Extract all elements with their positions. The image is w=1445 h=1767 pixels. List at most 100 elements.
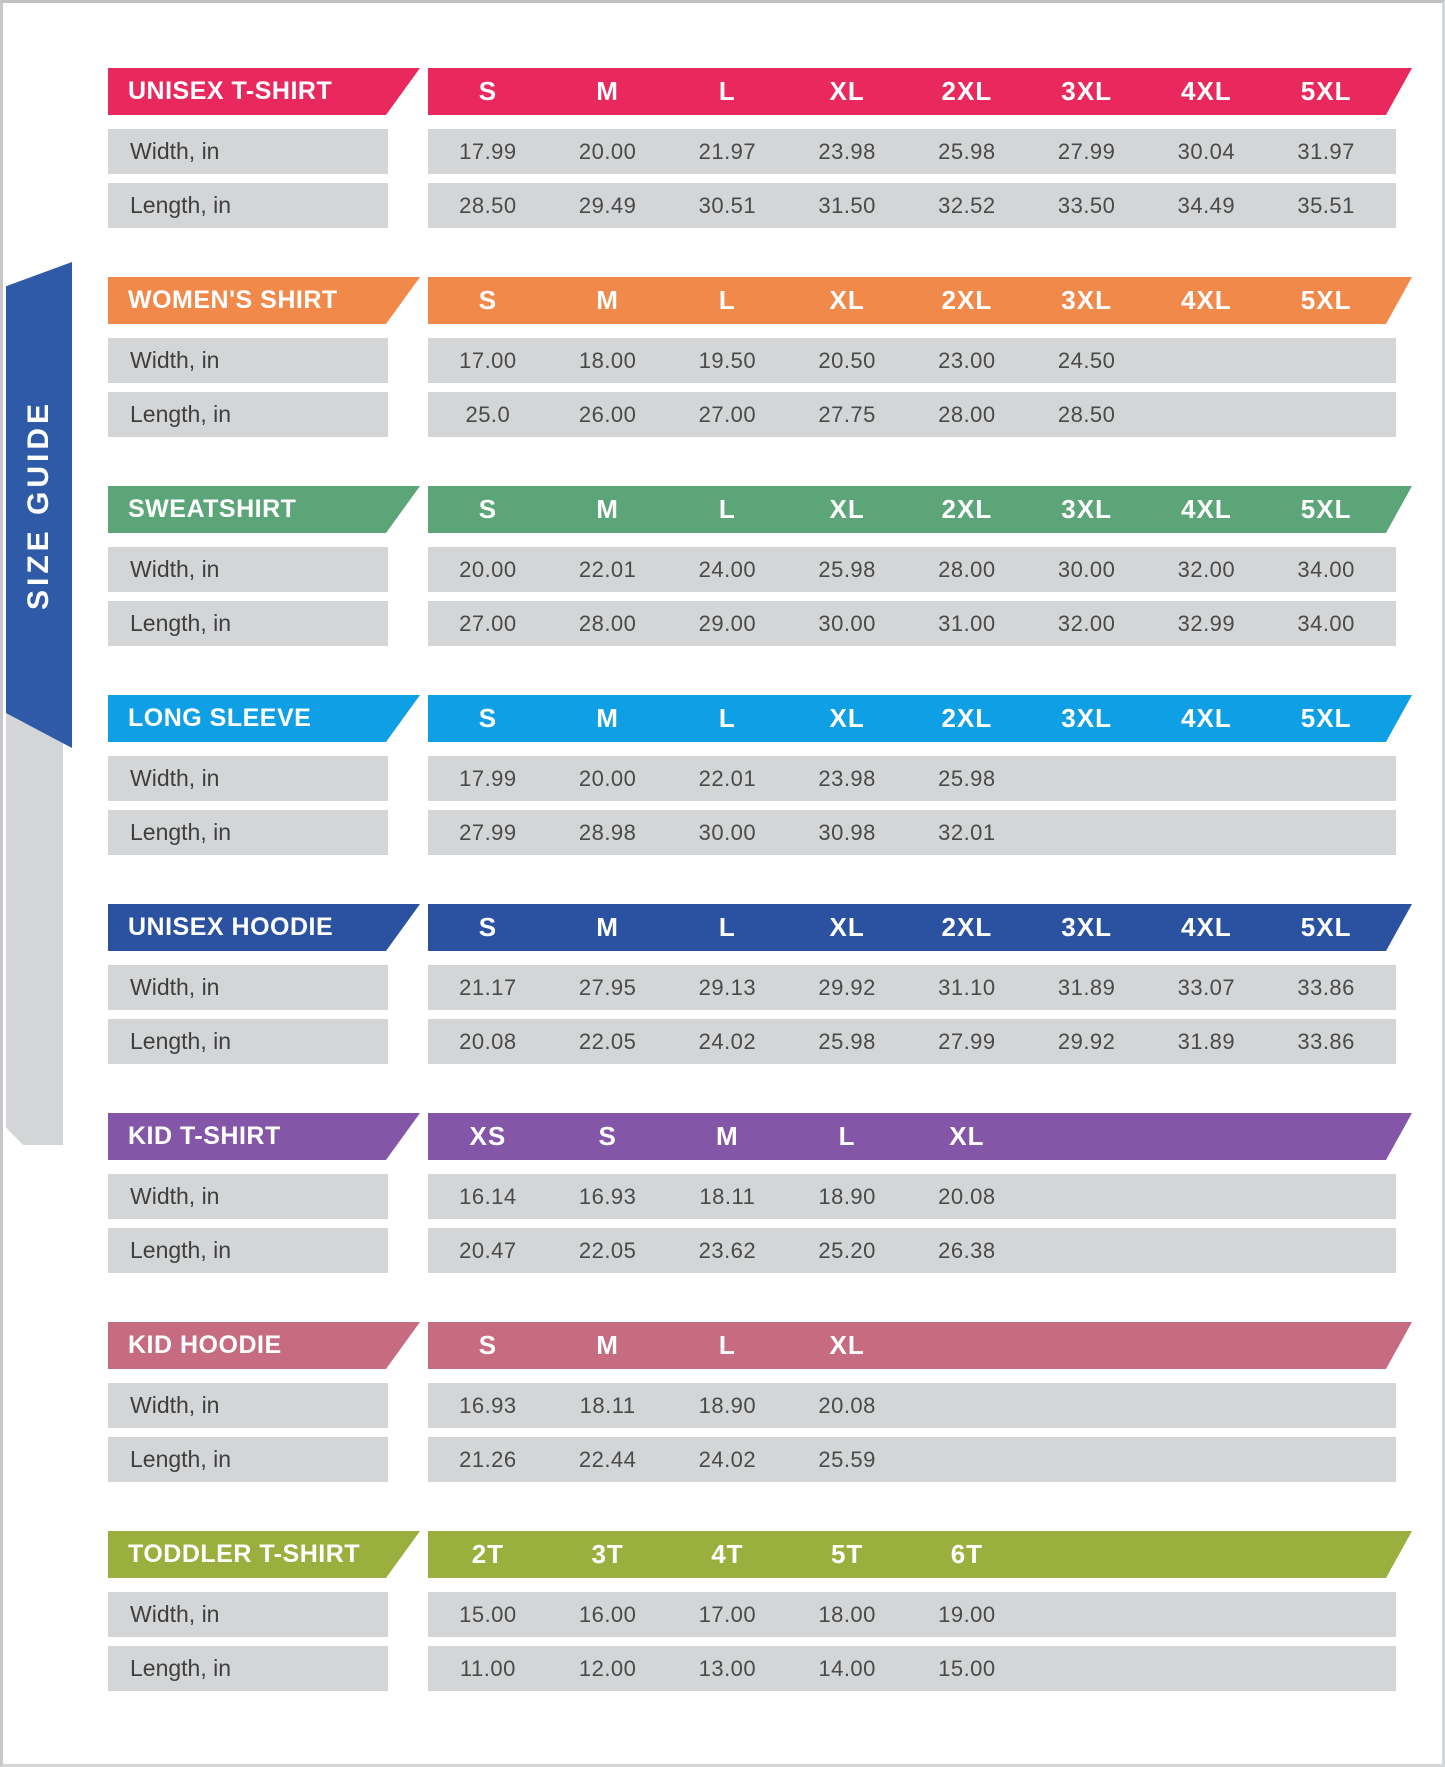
row-label: Width, in bbox=[130, 138, 220, 164]
size-value: 28.00 bbox=[578, 610, 637, 636]
column-header-2xl: 2XL bbox=[941, 285, 993, 315]
column-header-m: M bbox=[596, 1330, 619, 1360]
size-value: 27.00 bbox=[698, 401, 757, 427]
column-header-6t: 6T bbox=[950, 1539, 984, 1569]
table-header-row: KID T-SHIRT XS S M L XL bbox=[108, 1113, 1420, 1160]
size-value: 18.00 bbox=[578, 347, 637, 373]
table-header-row: WOMEN'S SHIRT S M L XL 2XL 3XL 4XL 5XL bbox=[108, 277, 1420, 324]
column-header-3xl: 3XL bbox=[1061, 494, 1112, 524]
size-value: 19.00 bbox=[938, 1601, 996, 1627]
size-value: 32.00 bbox=[1177, 556, 1236, 582]
column-header-l: L bbox=[718, 1330, 736, 1360]
row-label: Width, in bbox=[130, 1392, 220, 1418]
row-values: 21.17 27.95 29.13 29.92 31.10 31.89 33.07 33.86 bbox=[428, 965, 1396, 1010]
column-header-xl: XL bbox=[829, 703, 865, 733]
row-values: 16.14 16.93 18.11 18.90 20.08 bbox=[428, 1174, 1396, 1219]
row-label: Width, in bbox=[130, 974, 220, 1000]
column-header-5xl: 5XL bbox=[1300, 76, 1352, 106]
size-value: 27.99 bbox=[1057, 138, 1116, 164]
width-row: Width, in 17.99 20.00 22.01 23.98 25.98 bbox=[108, 756, 1420, 801]
size-value: 19.50 bbox=[698, 347, 757, 373]
size-value: 24.02 bbox=[698, 1028, 757, 1054]
length-row: Length, in 11.00 12.00 13.00 14.00 15.00 bbox=[108, 1646, 1420, 1691]
size-columns-banner: S M L XL 2XL 3XL 4XL 5XL bbox=[428, 904, 1412, 951]
size-value: 16.93 bbox=[459, 1392, 517, 1418]
row-label: Width, in bbox=[130, 1183, 220, 1209]
size-value: 22.01 bbox=[578, 556, 637, 582]
product-name-banner: WOMEN'S SHIRT bbox=[108, 277, 420, 324]
column-header-xs: XS bbox=[469, 1121, 507, 1151]
column-header-4xl: 4XL bbox=[1181, 285, 1232, 315]
column-header-xl: XL bbox=[829, 494, 865, 524]
row-label-cell: Width, in bbox=[108, 547, 388, 592]
length-row: Length, in 21.26 22.44 24.02 25.59 bbox=[108, 1437, 1420, 1482]
row-label: Width, in bbox=[130, 1601, 220, 1627]
size-value: 18.90 bbox=[698, 1392, 757, 1418]
row-values: 27.00 28.00 29.00 30.00 31.00 32.00 32.99 34.00 bbox=[428, 601, 1396, 646]
size-value: 23.98 bbox=[818, 138, 876, 164]
size-value: 30.00 bbox=[698, 819, 757, 845]
size-value: 12.00 bbox=[578, 1655, 637, 1681]
size-value: 33.86 bbox=[1297, 974, 1355, 1000]
size-value: 29.92 bbox=[1057, 1028, 1116, 1054]
size-value: 17.00 bbox=[698, 1601, 757, 1627]
size-value: 23.62 bbox=[698, 1237, 757, 1263]
size-value: 25.98 bbox=[938, 138, 996, 164]
size-columns-banner: S M L XL 2XL 3XL 4XL 5XL bbox=[428, 277, 1412, 324]
product-name: KID HOODIE bbox=[128, 1331, 282, 1359]
product-name-banner: UNISEX T-SHIRT bbox=[108, 68, 420, 115]
size-value: 28.50 bbox=[1057, 401, 1116, 427]
column-header-l: L bbox=[718, 703, 736, 733]
row-values: 28.50 29.49 30.51 31.50 32.52 33.50 34.49 35.51 bbox=[428, 183, 1396, 228]
size-value: 25.98 bbox=[938, 765, 996, 791]
size-value: 29.00 bbox=[698, 610, 757, 636]
size-value: 20.08 bbox=[459, 1028, 517, 1054]
size-value: 18.00 bbox=[818, 1601, 876, 1627]
size-columns-banner: S M L XL bbox=[428, 1322, 1412, 1369]
column-header-5xl: 5XL bbox=[1300, 285, 1352, 315]
size-value: 28.98 bbox=[578, 819, 637, 845]
product-name: KID T-SHIRT bbox=[128, 1122, 281, 1150]
size-value: 24.50 bbox=[1057, 347, 1116, 373]
column-header-2xl: 2XL bbox=[941, 703, 993, 733]
row-values: 25.0 26.00 27.00 27.75 28.00 28.50 bbox=[428, 392, 1396, 437]
width-row: Width, in 21.17 27.95 29.13 29.92 31.10 31.89… bbox=[108, 965, 1420, 1010]
column-header-4xl: 4XL bbox=[1181, 912, 1232, 942]
size-columns-banner: XS S M L XL bbox=[428, 1113, 1412, 1160]
column-header-4xl: 4XL bbox=[1181, 494, 1232, 524]
column-header-xl: XL bbox=[949, 1121, 985, 1151]
row-label-cell: Length, in bbox=[108, 1228, 388, 1273]
size-value: 27.95 bbox=[578, 974, 637, 1000]
size-value: 31.89 bbox=[1177, 1028, 1236, 1054]
size-value: 27.99 bbox=[938, 1028, 996, 1054]
size-value: 30.00 bbox=[1057, 556, 1116, 582]
product-name-banner: UNISEX HOODIE bbox=[108, 904, 420, 951]
row-values: 17.00 18.00 19.50 20.50 23.00 24.50 bbox=[428, 338, 1396, 383]
row-label-cell: Length, in bbox=[108, 1019, 388, 1064]
column-header-m: M bbox=[596, 703, 619, 733]
row-label: Length, in bbox=[130, 819, 232, 845]
size-value: 21.17 bbox=[459, 974, 517, 1000]
size-table-kid-t-shirt: KID T-SHIRT XS S M L XL Width, in 16.14 16.93… bbox=[108, 1113, 1420, 1273]
size-value: 31.89 bbox=[1057, 974, 1116, 1000]
row-label: Length, in bbox=[130, 1655, 232, 1681]
size-value: 21.97 bbox=[698, 138, 757, 164]
size-value: 18.11 bbox=[699, 1183, 756, 1209]
size-value: 28.00 bbox=[938, 556, 996, 582]
column-header-5xl: 5XL bbox=[1300, 494, 1352, 524]
product-name-banner: LONG SLEEVE bbox=[108, 695, 420, 742]
column-header-3t: 3T bbox=[591, 1539, 624, 1569]
product-name: WOMEN'S SHIRT bbox=[128, 286, 338, 314]
size-value: 27.00 bbox=[459, 610, 517, 636]
row-label-cell: Width, in bbox=[108, 129, 388, 174]
size-value: 33.50 bbox=[1057, 192, 1116, 218]
size-value: 22.05 bbox=[578, 1237, 637, 1263]
size-guide-ribbon: SIZE GUIDE bbox=[6, 262, 72, 748]
column-header-3xl: 3XL bbox=[1061, 703, 1112, 733]
row-label-cell: Length, in bbox=[108, 1646, 388, 1691]
column-header-2xl: 2XL bbox=[941, 494, 993, 524]
row-label-cell: Length, in bbox=[108, 810, 388, 855]
size-value: 30.04 bbox=[1177, 138, 1236, 164]
product-name: SWEATSHIRT bbox=[128, 495, 297, 523]
size-columns-banner: S M L XL 2XL 3XL 4XL 5XL bbox=[428, 695, 1412, 742]
